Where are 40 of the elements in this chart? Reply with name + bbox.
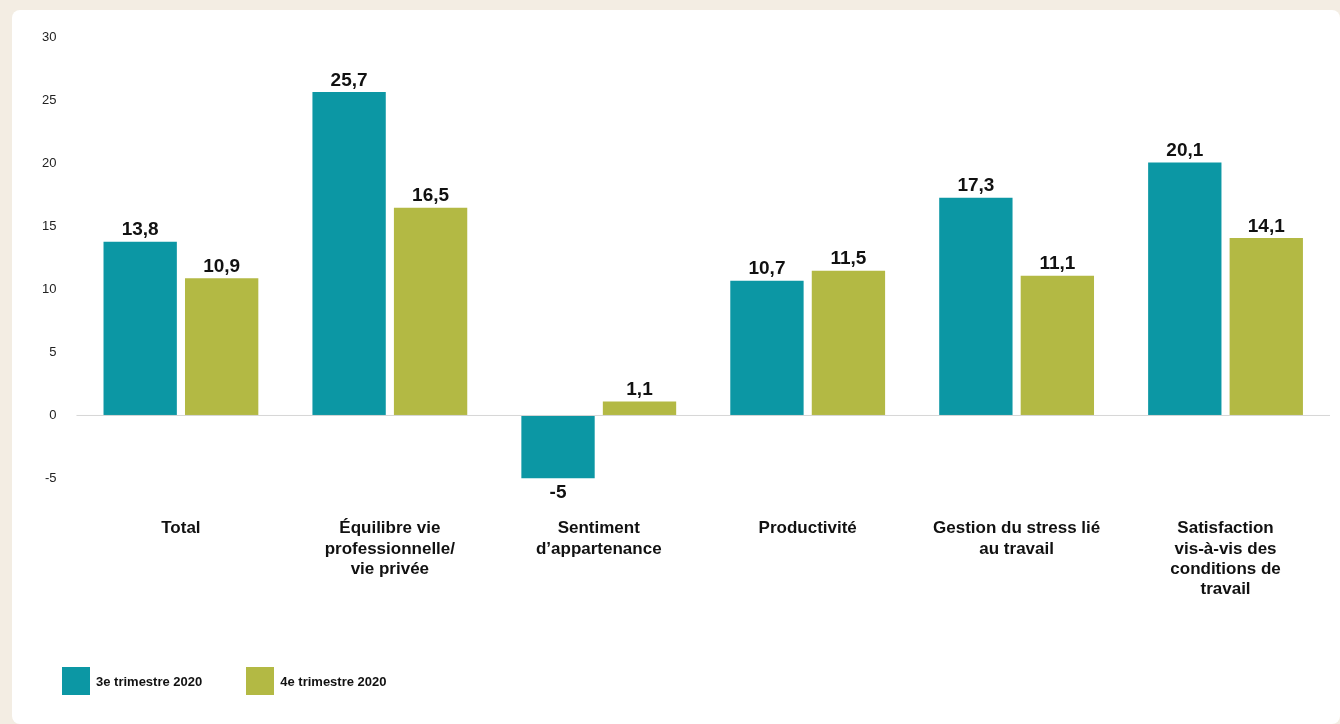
x-tick-label: Équilibre vie professionnelle/ vie privée bbox=[324, 518, 456, 579]
x-tick-label: Productivité bbox=[758, 518, 857, 538]
bar bbox=[602, 401, 677, 416]
x-tick-label: Sentiment d’appartenance bbox=[535, 518, 662, 558]
y-tick-label: 25 bbox=[41, 92, 57, 108]
y-tick-label: 10 bbox=[41, 281, 57, 297]
x-tick-label: Gestion du stress lié au travail bbox=[933, 518, 1101, 558]
data-label: 13,8 bbox=[121, 218, 159, 240]
bar bbox=[1229, 237, 1303, 416]
data-label: 11,1 bbox=[1039, 252, 1076, 274]
bar bbox=[521, 415, 595, 479]
y-tick-label: 5 bbox=[49, 344, 57, 360]
bar bbox=[939, 197, 1013, 416]
y-tick-label: 15 bbox=[41, 218, 57, 234]
legend-label: 3e trimestre 2020 bbox=[96, 673, 203, 689]
y-tick-label: 30 bbox=[41, 29, 57, 45]
data-label: 11,5 bbox=[830, 247, 867, 269]
bar bbox=[103, 241, 177, 416]
bar bbox=[1020, 275, 1095, 416]
y-tick-label: 20 bbox=[41, 155, 57, 171]
legend-label: 4e trimestre 2020 bbox=[280, 673, 387, 689]
bar bbox=[1148, 162, 1222, 416]
data-label: 17,3 bbox=[957, 174, 995, 196]
bar bbox=[185, 278, 259, 416]
bar bbox=[393, 207, 468, 416]
data-label: 16,5 bbox=[412, 184, 450, 206]
data-label: 25,7 bbox=[330, 68, 368, 90]
y-tick-label: -5 bbox=[44, 469, 57, 485]
data-label: 10,7 bbox=[748, 257, 786, 279]
bar bbox=[312, 91, 386, 416]
bar bbox=[730, 280, 804, 416]
data-label: -5 bbox=[549, 481, 567, 503]
bar bbox=[811, 270, 886, 416]
x-tick-label: Satisfaction vis-à-vis des conditions de travail bbox=[1170, 518, 1281, 599]
data-label: 1,1 bbox=[626, 378, 654, 400]
x-tick-label: Total bbox=[161, 518, 201, 538]
data-label: 14,1 bbox=[1247, 214, 1286, 236]
data-label: 10,9 bbox=[203, 254, 241, 276]
data-label: 20,1 bbox=[1166, 139, 1204, 161]
y-tick-label: 0 bbox=[49, 407, 57, 423]
